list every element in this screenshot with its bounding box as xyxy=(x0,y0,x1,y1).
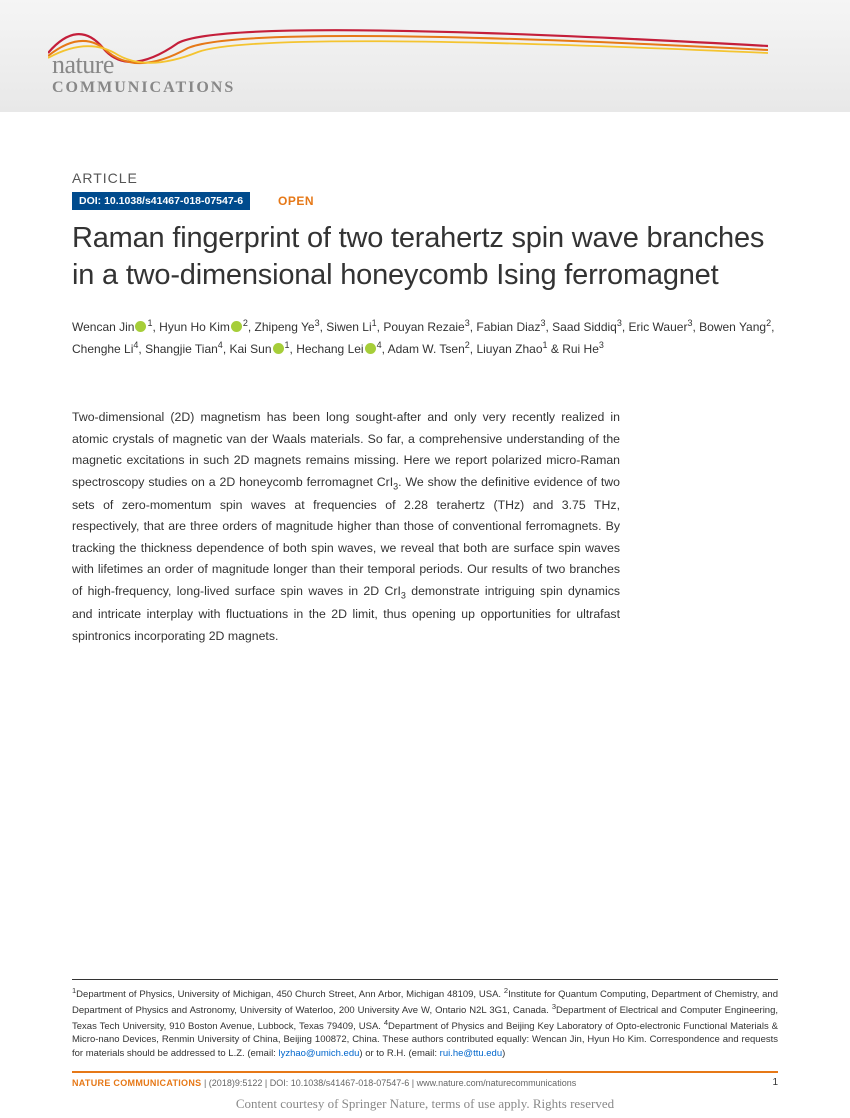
citation-text: NATURE COMMUNICATIONS | (2018)9:5122 | D… xyxy=(72,1078,576,1088)
journal-logo: nature COMMUNICATIONS xyxy=(52,14,272,104)
article-kicker: ARTICLE xyxy=(72,170,778,186)
article-title: Raman fingerprint of two terahertz spin … xyxy=(72,220,778,294)
email-link-lz[interactable]: lyzhao@umich.edu xyxy=(278,1048,359,1059)
citation-details: | (2018)9:5122 | DOI: 10.1038/s41467-018… xyxy=(201,1078,576,1088)
page-number: 1 xyxy=(772,1077,778,1088)
article-body: ARTICLE DOI: 10.1038/s41467-018-07547-6 … xyxy=(0,112,850,647)
doi-row: DOI: 10.1038/s41467-018-07547-6 OPEN xyxy=(72,192,778,210)
email-link-rh[interactable]: rui.he@ttu.edu xyxy=(440,1048,502,1059)
affiliations: 1Department of Physics, University of Mi… xyxy=(72,979,778,1061)
author-list: Wencan Jin1, Hyun Ho Kim2, Zhipeng Ye3, … xyxy=(72,316,778,359)
doi-badge[interactable]: DOI: 10.1038/s41467-018-07547-6 xyxy=(72,192,250,210)
abstract-text: Two-dimensional (2D) magnetism has been … xyxy=(72,407,620,647)
journal-banner: nature COMMUNICATIONS xyxy=(0,0,850,112)
logo-top: nature xyxy=(52,52,272,78)
courtesy-note: Content courtesy of Springer Nature, ter… xyxy=(0,1096,850,1112)
journal-name: NATURE COMMUNICATIONS xyxy=(72,1078,201,1088)
page-footer: 1Department of Physics, University of Mi… xyxy=(72,979,778,1088)
publication-line: NATURE COMMUNICATIONS | (2018)9:5122 | D… xyxy=(72,1071,778,1088)
logo-bottom: COMMUNICATIONS xyxy=(52,80,272,96)
open-access-label: OPEN xyxy=(278,194,314,208)
